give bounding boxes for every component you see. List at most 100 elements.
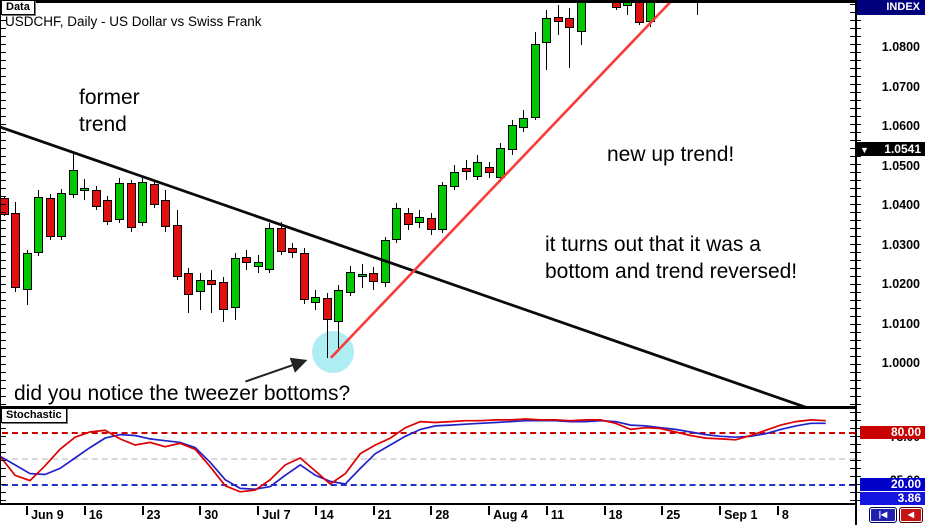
- current-price-value: 1.0541: [884, 142, 921, 157]
- annotation-tweezer-question: did you notice the tweezer bottoms?: [14, 382, 351, 405]
- price-axis-label: 1.0100: [881, 316, 920, 331]
- data-tab[interactable]: Data: [1, 0, 35, 15]
- date-tick-label: 21: [377, 508, 392, 522]
- date-tick-label: Jun 9: [31, 508, 64, 522]
- stochastic-lines: [0, 418, 826, 493]
- scroll-to-start-button[interactable]: |◀: [869, 507, 897, 523]
- stochastic-tab[interactable]: Stochastic: [1, 408, 67, 423]
- scroll-left-button[interactable]: ◀: [899, 507, 923, 523]
- bull-candle: [519, 117, 529, 128]
- stoch-upper-level-badge: 80.00: [860, 425, 925, 439]
- candle-wick: [569, 7, 571, 68]
- bull-candle: [138, 181, 148, 223]
- left-axis-ticks: [1, 4, 6, 503]
- candles-layer: [0, 0, 698, 358]
- date-tick-label: 14: [319, 508, 334, 522]
- date-tick-mark: [776, 506, 779, 515]
- date-tick-mark: [661, 506, 664, 515]
- date-tick-mark: [430, 506, 433, 515]
- bull-candle: [334, 289, 344, 322]
- bear-candle: [218, 281, 228, 310]
- date-tick-label: 28: [435, 508, 450, 522]
- date-tick-mark: [314, 506, 317, 515]
- bear-candle: [242, 256, 252, 263]
- bear-candle: [484, 167, 494, 173]
- bear-candle: [276, 227, 286, 252]
- date-tick-mark: [83, 506, 86, 515]
- bear-candle: [207, 279, 217, 285]
- bear-candle: [426, 217, 436, 230]
- bear-candle: [288, 248, 298, 253]
- bull-candle: [80, 188, 90, 192]
- tweezer-pointer-arrow: [245, 357, 308, 383]
- bear-candle: [11, 212, 21, 288]
- stoch-upper-level-line: [2, 432, 855, 434]
- price-axis-label: 1.0000: [881, 356, 920, 370]
- date-tick-label: 16: [88, 508, 103, 522]
- price-axis-label: 1.0500: [881, 158, 920, 173]
- bear-candle: [611, 0, 621, 8]
- price-axis-label: 1.0300: [881, 237, 920, 252]
- left-axis-line: [0, 2, 1, 504]
- date-tick-mark: [199, 506, 202, 515]
- annotation-former-trend: former trend: [79, 84, 140, 138]
- bull-candle: [57, 192, 67, 237]
- date-tick-mark: [257, 506, 260, 515]
- stoch-bottom-border: [0, 503, 857, 505]
- price-axis-label: 1.0800: [881, 40, 920, 54]
- former-downtrend-line: [0, 125, 807, 406]
- date-tick-label: 18: [608, 508, 623, 522]
- bull-candle: [415, 216, 425, 223]
- bear-candle: [161, 199, 171, 227]
- date-tick-label: Sep 1: [724, 508, 758, 522]
- main-chart-panel: USDCHF, Daily - US Dollar vs Swiss Frank…: [0, 0, 807, 406]
- date-tick-label: 8: [781, 508, 789, 522]
- bear-candle: [149, 184, 159, 205]
- bear-candle: [565, 18, 575, 29]
- stochastic-panel: [0, 409, 857, 503]
- date-tick-mark: [141, 506, 144, 515]
- date-tick-mark: [603, 506, 606, 515]
- bear-candle: [461, 167, 471, 172]
- bear-candle: [322, 297, 332, 320]
- price-axis-label: 1.0700: [881, 79, 920, 94]
- stoch-lower-level-badge: 20.00: [860, 477, 925, 491]
- bull-candle: [449, 171, 459, 187]
- date-tick-mark: [488, 506, 491, 515]
- bear-candle: [369, 272, 379, 282]
- bull-candle: [357, 273, 367, 277]
- bull-candle: [577, 0, 586, 32]
- annotation-new-up-trend: new up trend!: [607, 143, 735, 166]
- price-axis-label: 1.0200: [881, 277, 920, 291]
- bull-candle: [438, 184, 448, 230]
- annotation-reversal-line2: bottom and trend reversed!: [545, 260, 798, 283]
- date-tick-label: 23: [146, 508, 161, 522]
- bull-candle: [530, 43, 540, 118]
- price-axis-label: 1.0400: [881, 198, 920, 212]
- bull-candle: [195, 279, 205, 292]
- tweezer-highlight-circle: [312, 330, 355, 373]
- stochastic-blue-line: [0, 419, 826, 491]
- new-uptrend-line: [329, 1, 672, 359]
- date-axis: Jun 9 16 23 30 Jul 7 14 21 28 Aug 4 11 18 25 Sep 1 8: [0, 505, 857, 525]
- date-tick-label: 25: [666, 508, 681, 522]
- bull-candle: [542, 18, 552, 44]
- bull-candle: [346, 271, 355, 293]
- bull-candle: [392, 207, 402, 240]
- date-tick-mark: [372, 506, 375, 515]
- price-axis-minor-ticks: [857, 4, 861, 503]
- current-price-badge: ▼ 1.0541: [857, 142, 925, 157]
- candle-wick: [627, 0, 629, 16]
- stoch-lower-level-line: [2, 484, 855, 487]
- bear-candle: [184, 272, 194, 295]
- bull-candle: [253, 261, 263, 267]
- stoch-mid-level-line: [2, 458, 855, 460]
- date-tick-mark: [26, 506, 29, 515]
- bear-candle: [103, 199, 113, 222]
- bear-candle: [299, 252, 309, 300]
- bull-candle: [115, 182, 124, 220]
- date-tick-mark: [719, 506, 722, 515]
- annotation-former-trend-line2: trend: [79, 113, 127, 136]
- bull-candle: [311, 296, 321, 303]
- candle-wick: [696, 0, 698, 15]
